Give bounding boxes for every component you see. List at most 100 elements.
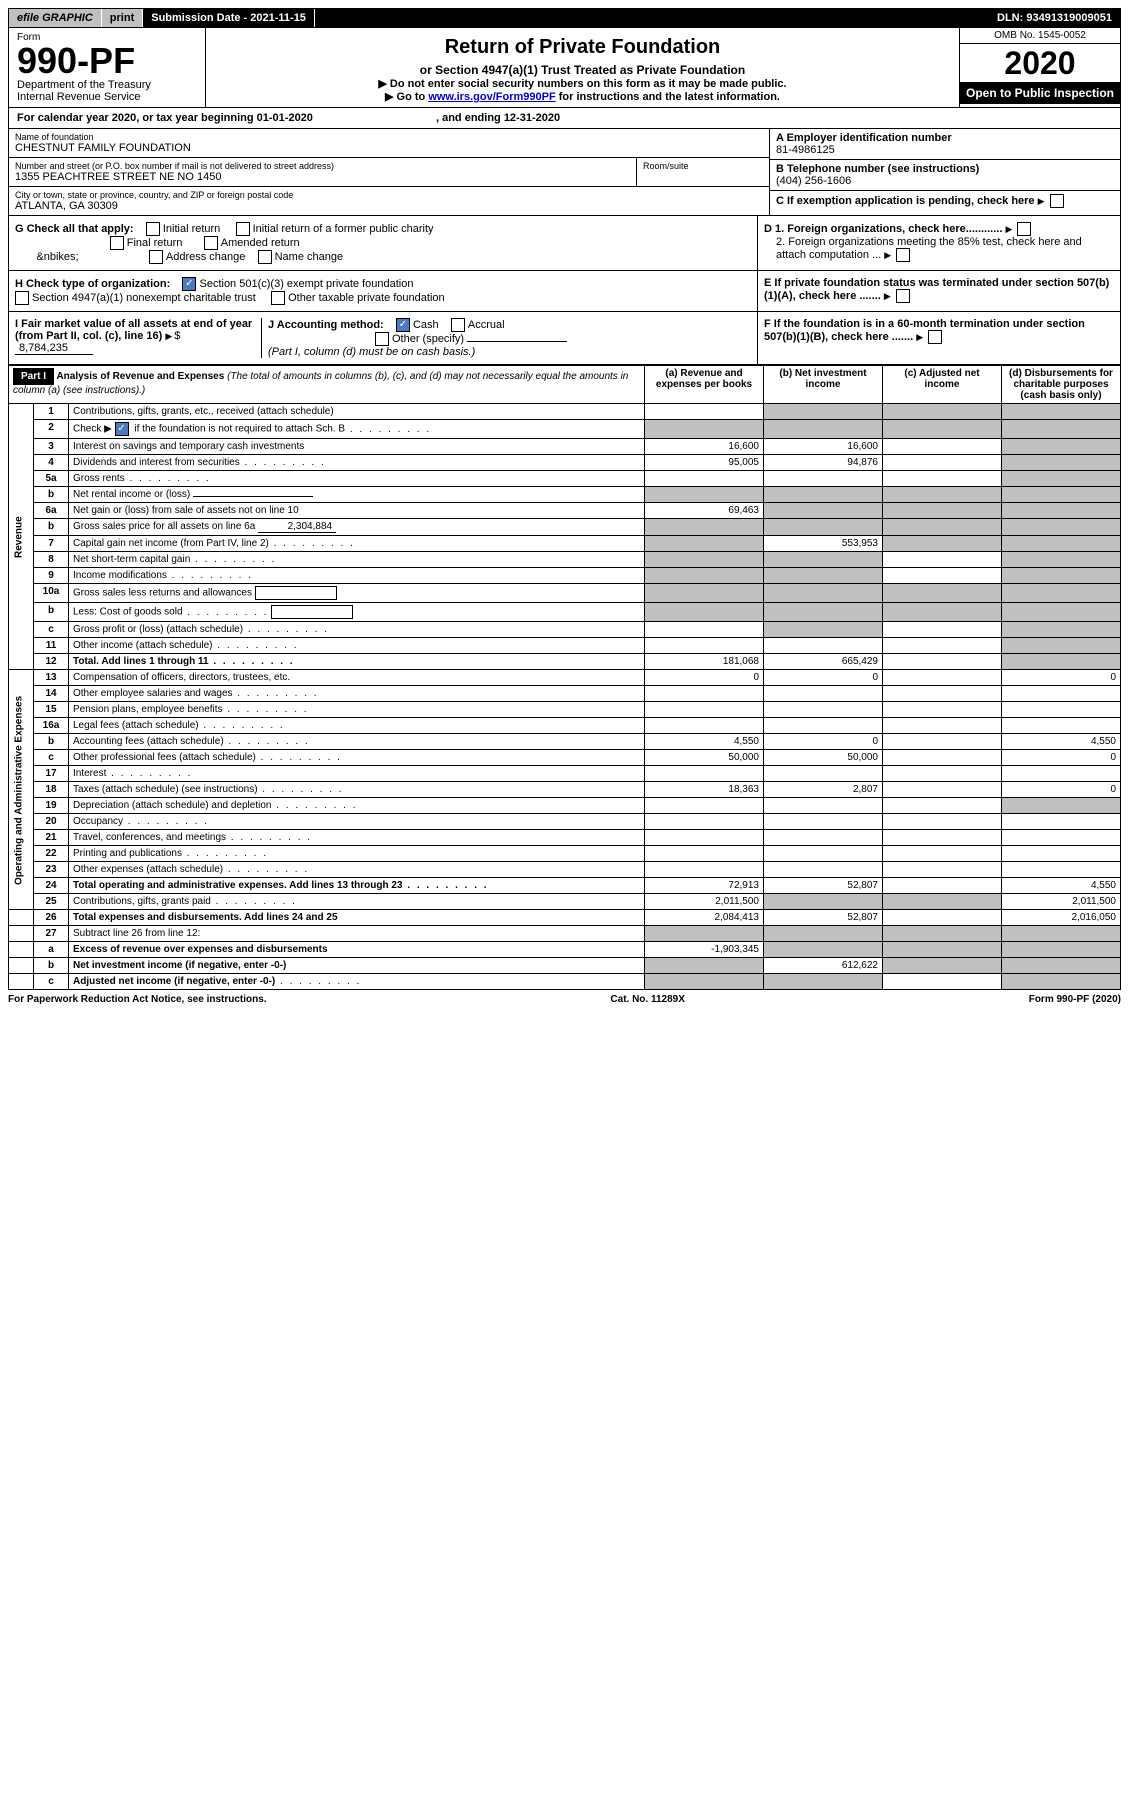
id-right: A Employer identification number 81-4986… [769,129,1120,215]
addr-row: Number and street (or P.O. box number if… [9,158,769,187]
check-section-g: G Check all that apply: Initial return I… [8,216,1121,271]
chk-accrual[interactable] [451,318,465,332]
lbl-cash: Cash [413,319,439,331]
row-4: Dividends and interest from securities [69,455,645,471]
dept-2: Internal Revenue Service [17,91,197,103]
col-a-header: (a) Revenue and expenses per books [645,366,764,404]
row-10c: Gross profit or (loss) (attach schedule) [69,622,645,638]
row-26: Total expenses and disbursements. Add li… [69,910,645,926]
efile-button[interactable]: efile GRAPHIC [9,9,102,27]
check-section-h: H Check type of organization: Section 50… [8,271,1121,312]
row-12: Total. Add lines 1 through 11 [69,654,645,670]
chk-cash[interactable] [396,318,410,332]
e-checkbox[interactable] [896,289,910,303]
chk-initial[interactable] [146,222,160,236]
d2-checkbox[interactable] [896,248,910,262]
chk-address[interactable] [149,250,163,264]
chk-initial-former[interactable] [236,222,250,236]
lbl-4947: Section 4947(a)(1) nonexempt charitable … [32,292,256,304]
row-23: Other expenses (attach schedule) [69,862,645,878]
note-ssn: ▶ Do not enter social security numbers o… [214,77,951,90]
arrow-icon [165,330,174,342]
col-d-header: (d) Disbursements for charitable purpose… [1002,366,1121,404]
chk-sch-b[interactable] [115,422,129,436]
identification-block: Name of foundation CHESTNUT FAMILY FOUND… [8,129,1121,216]
addr-label: Number and street (or P.O. box number if… [15,161,630,171]
chk-other[interactable] [375,332,389,346]
ein-label: A Employer identification number [776,132,1114,144]
open-inspection: Open to Public Inspection [960,82,1120,104]
row-24: Total operating and administrative expen… [69,878,645,894]
i-label: I Fair market value of all assets at end… [15,318,252,342]
header-left: Form 990-PF Department of the Treasury I… [9,28,206,107]
part1-label: Part I [13,368,54,385]
form-subtitle: or Section 4947(a)(1) Trust Treated as P… [214,63,951,77]
room-box: Room/suite [636,158,769,186]
g-label: G Check all that apply: [15,223,134,235]
part1-table: Part I Analysis of Revenue and Expenses … [8,365,1121,990]
chk-501c3[interactable] [182,277,196,291]
arrow-icon [1005,223,1014,235]
check-section-ij: I Fair market value of all assets at end… [8,312,1121,365]
chk-other-tax[interactable] [271,291,285,305]
row-17: Interest [69,766,645,782]
chk-4947[interactable] [15,291,29,305]
irs-link[interactable]: www.irs.gov/Form990PF [428,91,555,103]
d1-checkbox[interactable] [1017,222,1031,236]
phone-label: B Telephone number (see instructions) [776,163,1114,175]
row-16a: Legal fees (attach schedule) [69,718,645,734]
arrow-icon [884,249,893,261]
row-10b: Less: Cost of goods sold [69,603,645,622]
phone-value: (404) 256-1606 [776,175,1114,187]
name-label: Name of foundation [15,132,763,142]
form-title: Return of Private Foundation [214,36,951,59]
arrow-icon [1038,195,1047,207]
chk-amended[interactable] [204,236,218,250]
omb-number: OMB No. 1545-0052 [960,28,1120,44]
expense-side-label: Operating and Administrative Expenses [9,670,34,910]
foundation-name: CHESTNUT FAMILY FOUNDATION [15,142,763,154]
row-18: Taxes (attach schedule) (see instruction… [69,782,645,798]
row-6a: Net gain or (loss) from sale of assets n… [69,503,645,519]
dln-label: DLN: 93491319009051 [989,9,1120,27]
lbl-address: Address change [166,251,246,263]
row-7: Capital gain net income (from Part IV, l… [69,536,645,552]
calyear-begin: For calendar year 2020, or tax year begi… [17,112,313,124]
e-right: E If private foundation status was termi… [757,271,1120,311]
row-27a: Excess of revenue over expenses and disb… [69,942,645,958]
row-5a: Gross rents [69,471,645,487]
ein-box: A Employer identification number 81-4986… [770,129,1120,160]
row-8: Net short-term capital gain [69,552,645,568]
city-label: City or town, state or province, country… [15,190,763,200]
row-22: Printing and publications [69,846,645,862]
row-10a: Gross sales less returns and allowances [69,584,645,603]
f-checkbox[interactable] [928,330,942,344]
row-3: Interest on savings and temporary cash i… [69,439,645,455]
calendar-year-row: For calendar year 2020, or tax year begi… [8,108,1121,129]
row-21: Travel, conferences, and meetings [69,830,645,846]
c-label: C If exemption application is pending, c… [776,195,1035,207]
footer-right: Form 990-PF (2020) [1029,994,1121,1005]
i-box: I Fair market value of all assets at end… [15,318,262,358]
street-address: 1355 PEACHTREE STREET NE NO 1450 [15,171,630,183]
c-checkbox[interactable] [1050,194,1064,208]
chk-name[interactable] [258,250,272,264]
e-label: E If private foundation status was termi… [764,277,1109,302]
lbl-name: Name change [275,251,344,263]
col-c-header: (c) Adjusted net income [883,366,1002,404]
row-13: Compensation of officers, directors, tru… [69,670,645,686]
ij-left: I Fair market value of all assets at end… [9,312,757,364]
chk-final[interactable] [110,236,124,250]
footer-mid: Cat. No. 11289X [610,994,684,1005]
print-button[interactable]: print [102,9,143,27]
lbl-other-tax: Other taxable private foundation [288,292,445,304]
part1-header-row: Part I Analysis of Revenue and Expenses … [9,366,1121,404]
row-27c: Adjusted net income (if negative, enter … [69,974,645,990]
lbl-accrual: Accrual [468,319,505,331]
header-right: OMB No. 1545-0052 2020 Open to Public In… [959,28,1120,107]
row-16b: Accounting fees (attach schedule) [69,734,645,750]
j-note: (Part I, column (d) must be on cash basi… [268,346,475,358]
arrow-icon [916,331,925,343]
ein-value: 81-4986125 [776,144,1114,156]
row-16c: Other professional fees (attach schedule… [69,750,645,766]
